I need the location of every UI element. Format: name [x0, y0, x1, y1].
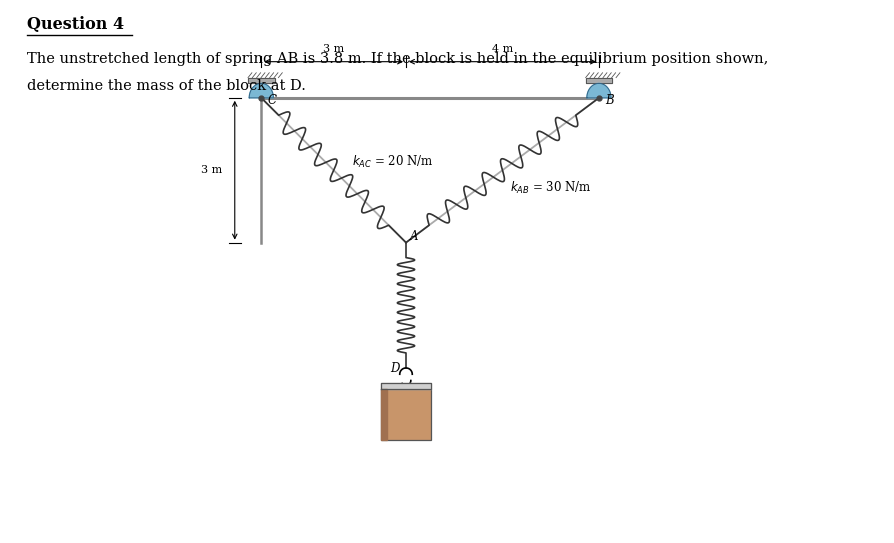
Polygon shape — [586, 78, 612, 84]
Text: 4 m: 4 m — [492, 45, 513, 54]
Text: Question 4: Question 4 — [27, 16, 124, 33]
Text: D: D — [391, 362, 400, 375]
Text: C: C — [267, 93, 276, 106]
Text: 3 m: 3 m — [323, 45, 344, 54]
Polygon shape — [249, 84, 274, 98]
FancyBboxPatch shape — [381, 389, 431, 440]
Polygon shape — [248, 78, 274, 84]
Text: $k_{AC}$ = 20 N/m: $k_{AC}$ = 20 N/m — [352, 154, 434, 171]
Text: The unstretched length of spring AB is 3.8 m. If the block is held in the equili: The unstretched length of spring AB is 3… — [27, 52, 768, 66]
Text: 3 m: 3 m — [201, 165, 223, 175]
Text: B: B — [605, 93, 614, 106]
Polygon shape — [381, 383, 431, 389]
Polygon shape — [381, 389, 387, 440]
Text: determine the mass of the block at D.: determine the mass of the block at D. — [27, 79, 306, 93]
Text: $k_{AB}$ = 30 N/m: $k_{AB}$ = 30 N/m — [510, 180, 591, 196]
Polygon shape — [586, 84, 611, 98]
Text: A: A — [409, 230, 418, 243]
